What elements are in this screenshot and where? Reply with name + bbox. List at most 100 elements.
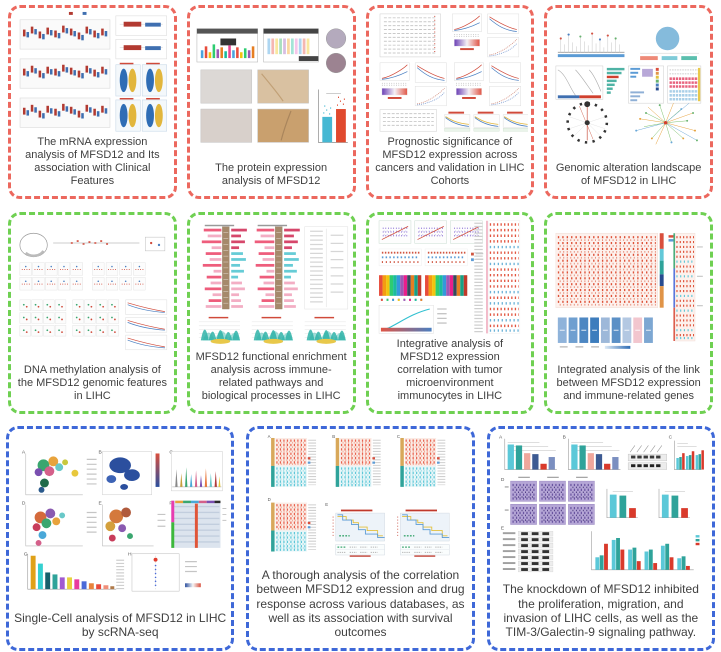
panel-genomic-alteration: Genomic alteration landscape of MFSD12 i… bbox=[544, 5, 713, 199]
methylation-figure bbox=[19, 232, 168, 351]
panel-caption: MFSD12 functional enrichment analysis ac… bbox=[195, 351, 347, 403]
drug-response-figure: A B C D E bbox=[252, 434, 451, 558]
cpg-boxplot-facets bbox=[19, 262, 84, 291]
subfigure-label: B bbox=[562, 435, 565, 441]
panel-caption: A thorough analysis of the correlation b… bbox=[256, 568, 465, 639]
database-screenshot-right bbox=[262, 28, 319, 63]
violin-by-celltype bbox=[171, 451, 223, 492]
umap-subclusters bbox=[25, 504, 97, 547]
circular-interaction-network bbox=[566, 101, 609, 144]
celltype-proportion-bars bbox=[27, 553, 117, 590]
violin-plots bbox=[115, 62, 167, 132]
immunocyte-figure bbox=[377, 220, 520, 334]
waterfall-survival bbox=[555, 65, 625, 100]
drug-response-thumbnail: A B C D E bbox=[249, 429, 471, 567]
genomic-figure bbox=[555, 26, 702, 145]
immune-gene-thumbnail bbox=[547, 215, 710, 363]
western-blot-panel bbox=[502, 530, 554, 573]
tissue-microarray-cores bbox=[325, 28, 346, 74]
subfigure-label: E bbox=[501, 525, 504, 531]
subfigure-label: D bbox=[22, 501, 26, 507]
subfigure-label: B bbox=[333, 434, 336, 439]
immune-pathway-barcharts bbox=[201, 224, 301, 310]
methylation-scatter-facets bbox=[91, 262, 146, 291]
circos-and-gene-track bbox=[19, 232, 166, 258]
probe-facet-grid-left bbox=[19, 299, 67, 337]
boxplot-strips bbox=[19, 19, 111, 128]
panel-immune-gene-link: Integrated analysis of the link between … bbox=[544, 212, 713, 414]
oncoprint bbox=[667, 65, 702, 104]
knockdown-efficiency-bars bbox=[503, 438, 621, 471]
marker-heatmap bbox=[171, 500, 227, 548]
immune-gene-figure bbox=[555, 232, 704, 349]
subfigure-label: F bbox=[169, 501, 172, 507]
km-validation-curves bbox=[443, 111, 529, 132]
subfigure-label: D bbox=[268, 497, 271, 502]
panel-caption: Integrated analysis of the link between … bbox=[556, 364, 701, 403]
ihc-images bbox=[200, 69, 309, 143]
genomic-thumbnail bbox=[547, 8, 710, 161]
immune-correlation-strips bbox=[377, 247, 483, 267]
transwell-images bbox=[504, 476, 596, 526]
subfigure-label: H bbox=[128, 552, 132, 558]
row-methylation-immune: DNA methylation analysis of the MFSD12 g… bbox=[6, 212, 715, 414]
mrna-thumbnail bbox=[11, 8, 174, 135]
umap-expression bbox=[102, 451, 160, 496]
expression-bar-chart bbox=[317, 89, 348, 143]
panel-knockdown-validation: A B C D E bbox=[486, 426, 715, 651]
row-singlecell-drug-validation: A B C bbox=[6, 426, 715, 651]
immunocyte-heatmap bbox=[473, 220, 520, 334]
panel-mrna-expression: The mRNA expression analysis of MFSD12 a… bbox=[8, 5, 177, 199]
mrna-figure bbox=[19, 11, 167, 132]
protein-thumbnail bbox=[190, 8, 353, 161]
panel-single-cell: A B C bbox=[6, 426, 235, 651]
subfigure-label: A bbox=[268, 434, 271, 439]
expression-trio-bars bbox=[673, 440, 704, 470]
migration-invasion-bars bbox=[606, 488, 690, 519]
subfigure-label: D bbox=[501, 477, 505, 483]
probe-facet-grid-right bbox=[72, 299, 120, 337]
checkpoint-column-chart bbox=[558, 317, 654, 349]
immunocyte-thumbnail bbox=[369, 215, 532, 337]
methylation-survival-curves bbox=[125, 299, 168, 351]
horizontal-boxplots bbox=[115, 15, 167, 60]
alteration-pie-and-bars bbox=[640, 26, 700, 61]
forest-table bbox=[379, 13, 441, 58]
subfigure-label: C bbox=[397, 434, 400, 439]
subfigure-label: A bbox=[499, 435, 503, 441]
panel-protein-expression: The protein expression analysis of MFSD1… bbox=[186, 5, 356, 199]
estimate-scatter-plots bbox=[377, 220, 483, 244]
enrichment-thumbnail bbox=[190, 215, 353, 350]
row-expression-prognosis: The mRNA expression analysis of MFSD12 a… bbox=[6, 5, 715, 199]
panel-dna-methylation: DNA methylation analysis of the MFSD12 g… bbox=[8, 212, 177, 414]
knockdown-figure: A B C D E bbox=[499, 435, 704, 573]
subfigure-label: A bbox=[22, 449, 26, 455]
panel-caption: Single-Cell analysis of MFSD12 in LIHC b… bbox=[14, 610, 227, 639]
protein-quantification-bars bbox=[590, 531, 700, 571]
panel-functional-enrichment: MFSD12 functional enrichment analysis ac… bbox=[186, 212, 356, 414]
subfigure-label: C bbox=[668, 435, 672, 441]
umap-samples bbox=[102, 504, 166, 547]
alteration-summary bbox=[628, 65, 665, 104]
panel-caption: The knockdown of MFSD12 inhibited the pr… bbox=[502, 582, 699, 639]
dotplot bbox=[116, 553, 201, 592]
prognostic-figure bbox=[379, 13, 529, 132]
protein-figure bbox=[196, 28, 348, 143]
panel-caption: DNA methylation analysis of the MFSD12 g… bbox=[17, 364, 167, 403]
panel-caption: The protein expression analysis of MFSD1… bbox=[215, 162, 328, 188]
cohort-table bbox=[379, 109, 437, 132]
umap-celltypes bbox=[25, 453, 97, 496]
gene-network-graph bbox=[635, 102, 699, 145]
subfigure-label: G bbox=[24, 552, 28, 558]
legend-marks bbox=[68, 11, 87, 15]
panel-caption: Genomic alteration landscape of MFSD12 i… bbox=[555, 162, 702, 188]
gene-strip-heatmap bbox=[673, 232, 704, 342]
enrichment-figure bbox=[198, 224, 348, 345]
panel-immunocyte-correlation: Integrative analysis of MFSD12 expressio… bbox=[365, 212, 535, 414]
gsea-ridge-plots bbox=[198, 316, 347, 345]
single-cell-figure: A B C bbox=[22, 449, 227, 592]
panel-caption: The mRNA expression analysis of MFSD12 a… bbox=[25, 136, 160, 188]
pathway-term-list bbox=[304, 226, 348, 310]
panel-caption: Integrative analysis of MFSD12 expressio… bbox=[396, 338, 504, 403]
